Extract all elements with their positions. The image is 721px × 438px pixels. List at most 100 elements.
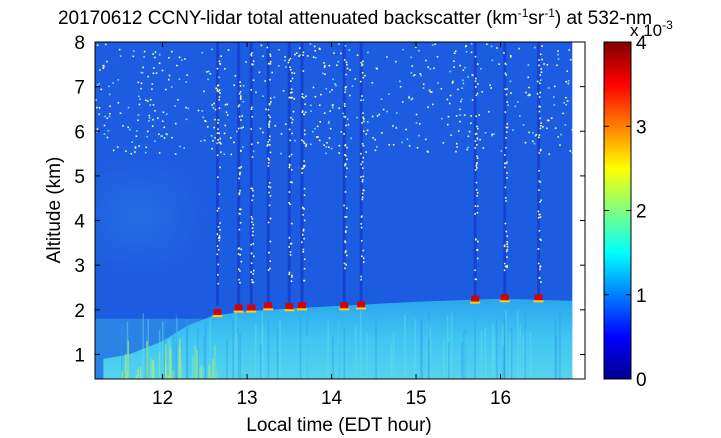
noise-speck: [177, 99, 179, 101]
noise-speck: [218, 141, 220, 144]
cloud-base-mark: [471, 295, 480, 302]
noise-speck: [451, 82, 454, 84]
bl-streak: [492, 322, 494, 379]
bl-streak: [194, 344, 197, 379]
noise-speck: [477, 83, 479, 85]
noise-speck: [345, 226, 348, 228]
noise-speck: [563, 102, 565, 104]
noise-speck: [547, 87, 550, 89]
noise-speck: [255, 91, 257, 94]
noise-speck: [554, 127, 557, 129]
attenuation-column: [473, 42, 477, 306]
cloud-base-mark: [213, 309, 222, 316]
noise-speck: [465, 45, 468, 47]
surface-aerosol-streak: [214, 345, 216, 379]
bl-streak: [299, 316, 302, 379]
noise-speck: [343, 133, 345, 135]
x-tick-label: 15: [405, 388, 426, 409]
noise-speck: [429, 91, 432, 93]
noise-speck: [277, 64, 280, 67]
noise-speck: [474, 269, 476, 272]
noise-speck: [273, 96, 276, 99]
noise-speck: [505, 230, 508, 233]
noise-speck: [268, 204, 271, 207]
noise-speck: [539, 91, 542, 94]
bl-streak: [237, 327, 239, 379]
noise-speck: [327, 122, 330, 124]
colorbar-tick-label: 1: [636, 286, 647, 307]
noise-speck: [537, 136, 540, 139]
noise-speck: [361, 178, 364, 181]
noise-speck: [436, 56, 439, 58]
noise-speck: [291, 118, 294, 121]
noise-speck: [161, 69, 164, 72]
noise-speck: [303, 194, 306, 196]
bl-streak: [446, 315, 449, 379]
bl-streak: [484, 327, 487, 379]
bl-streak: [161, 321, 164, 379]
noise-speck: [303, 219, 306, 222]
noise-speck: [476, 155, 478, 158]
noise-speck: [466, 148, 468, 151]
bl-streak: [267, 320, 270, 379]
noise-speck: [546, 119, 549, 122]
bl-streak: [463, 331, 465, 379]
noise-speck: [303, 97, 305, 99]
noise-speck: [301, 111, 304, 114]
noise-speck: [239, 270, 241, 272]
bl-streak: [501, 324, 504, 379]
bl-streak: [559, 314, 561, 379]
noise-speck: [301, 139, 303, 142]
noise-speck: [486, 43, 488, 46]
noise-speck: [257, 141, 259, 144]
noise-speck: [534, 134, 537, 137]
cloud-base-edge: [233, 310, 244, 313]
noise-speck: [474, 86, 477, 88]
noise-speck: [565, 103, 568, 106]
surface-aerosol-streak: [199, 368, 202, 379]
bl-streak: [172, 331, 175, 379]
noise-speck: [476, 167, 478, 169]
noise-speck: [238, 92, 241, 95]
noise-speck: [291, 77, 294, 80]
noise-speck: [356, 116, 358, 119]
noise-speck: [476, 195, 478, 197]
noise-speck: [566, 70, 569, 72]
noise-speck: [311, 130, 314, 133]
noise-speck: [250, 262, 253, 264]
noise-speck: [130, 153, 133, 155]
noise-speck: [117, 102, 120, 104]
residual-layer-haze: [95, 156, 208, 277]
noise-speck: [290, 96, 292, 99]
noise-speck: [412, 74, 415, 77]
noise-speck: [345, 263, 347, 266]
bl-streak: [428, 339, 430, 379]
noise-speck: [475, 115, 478, 118]
noise-speck: [304, 103, 306, 106]
noise-speck: [148, 114, 151, 117]
noise-speck: [268, 159, 270, 161]
noise-speck: [219, 228, 221, 231]
noise-speck: [217, 237, 220, 239]
noise-speck: [543, 63, 545, 65]
noise-speck: [302, 54, 304, 56]
surface-aerosol-streak: [167, 375, 169, 379]
noise-speck: [360, 61, 363, 64]
noise-speck: [475, 132, 478, 135]
noise-speck: [107, 129, 110, 132]
bl-streak: [175, 341, 177, 379]
noise-speck: [475, 165, 478, 167]
noise-speck: [154, 51, 157, 53]
noise-speck: [151, 83, 154, 85]
noise-speck: [216, 132, 219, 134]
noise-speck: [157, 117, 159, 119]
noise-speck: [354, 78, 357, 80]
bl-streak: [465, 330, 467, 379]
noise-speck: [217, 282, 220, 285]
noise-speck: [476, 257, 479, 260]
noise-speck: [310, 110, 312, 113]
noise-speck: [564, 124, 567, 126]
bl-streak: [555, 335, 558, 379]
noise-speck: [303, 258, 306, 261]
no-data-region: [572, 42, 585, 379]
